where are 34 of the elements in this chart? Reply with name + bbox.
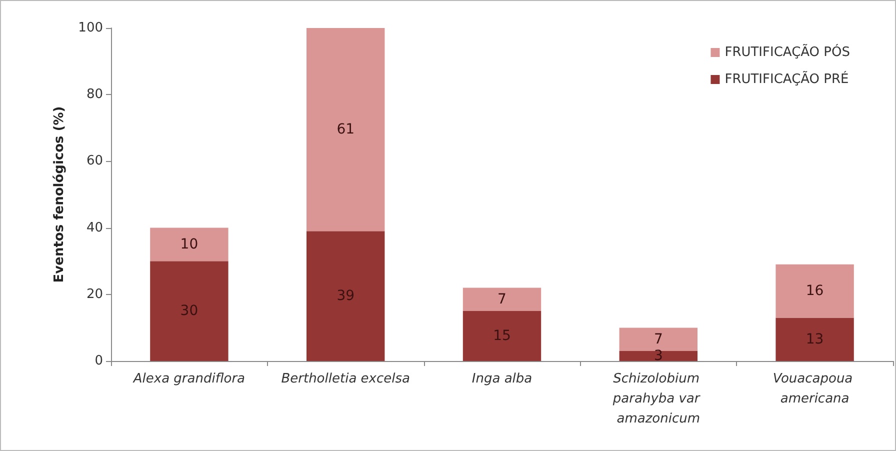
x-tick-label: Bertholletia excelsa	[281, 372, 410, 386]
x-tick-label: Alexa grandiflora	[132, 372, 246, 386]
bar	[619, 351, 698, 361]
x-tick-label: Vouacapoua americana	[772, 372, 857, 406]
data-label: 13	[806, 331, 824, 348]
data-label: 7	[498, 291, 506, 308]
bar	[776, 264, 854, 318]
bar	[619, 328, 698, 352]
bar	[150, 261, 228, 361]
y-tick-label: 80	[86, 87, 103, 102]
data-label: 10	[180, 236, 198, 252]
y-tick-label: 0	[94, 354, 103, 368]
data-label: 39	[336, 288, 355, 304]
data-label: 61	[336, 122, 355, 138]
bar	[306, 231, 385, 361]
y-tick-label: 60	[86, 154, 103, 169]
legend-label: FRUTIFICAÇÃO PRÉ	[724, 70, 849, 87]
y-axis-title: Eventos fenológicos (%)	[52, 106, 67, 283]
legend-label: FRUTIFICAÇÃO PÓS	[724, 43, 850, 60]
bar	[462, 311, 542, 361]
data-label: 15	[493, 328, 511, 344]
y-tick-label: 20	[86, 286, 103, 302]
y-tick-label: 40	[86, 220, 103, 236]
data-label: 16	[806, 283, 824, 300]
bar	[462, 288, 542, 312]
x-tick-label: Schizolobium parahyba var amazonicum	[612, 372, 704, 426]
y-tick-label: 100	[78, 20, 103, 36]
bar	[306, 28, 385, 232]
x-tick-label: Inga alba	[472, 372, 532, 386]
bar	[150, 228, 228, 262]
data-label: 3	[654, 348, 663, 364]
data-label: 7	[654, 331, 663, 348]
data-label: 30	[180, 303, 198, 320]
bar	[776, 318, 854, 361]
